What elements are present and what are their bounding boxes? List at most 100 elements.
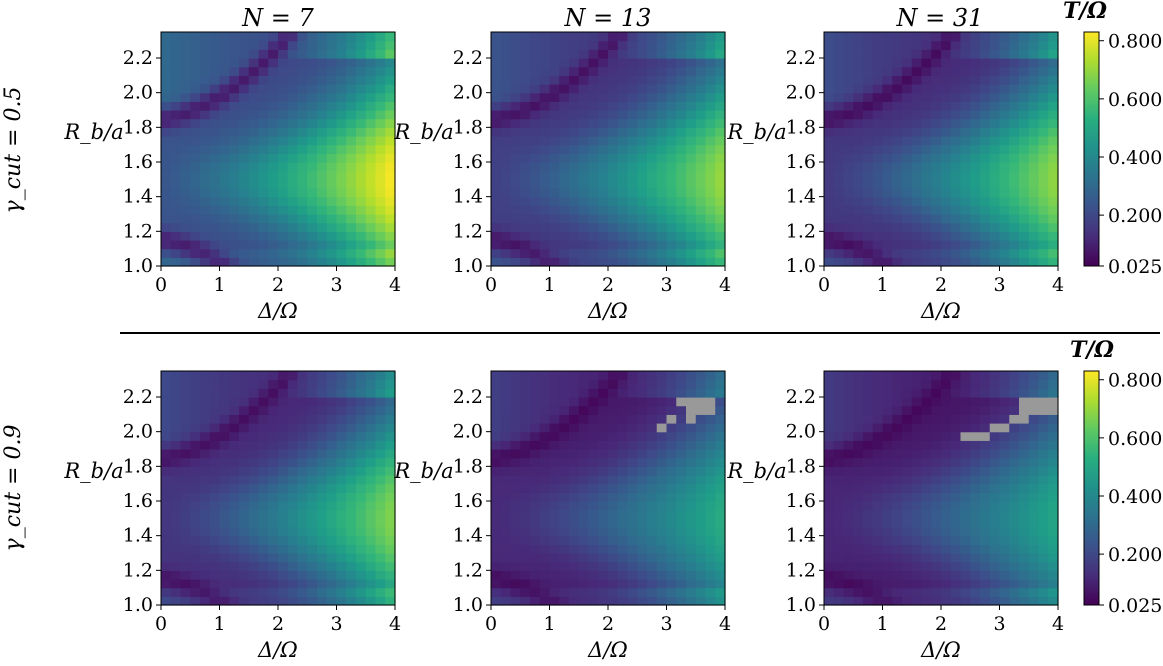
heatmap-cell	[326, 423, 338, 433]
heatmap-cell	[229, 196, 240, 206]
heatmap-cell	[1028, 75, 1040, 85]
heatmap-cell	[598, 257, 609, 267]
heatmap-cell	[598, 509, 609, 519]
heatmap-cell	[705, 379, 716, 389]
heatmap-cell	[970, 32, 981, 42]
heatmap-cell	[161, 414, 172, 424]
heatmap-cell	[200, 84, 211, 94]
heatmap-cell	[941, 466, 952, 476]
heatmap-cell	[229, 222, 240, 232]
heatmap-cell	[520, 492, 531, 502]
heatmap-cell	[510, 501, 521, 511]
heatmap-cell	[970, 222, 981, 232]
heatmap-cell	[892, 388, 903, 398]
heatmap-cell	[336, 570, 347, 580]
heatmap-cell	[356, 58, 367, 68]
heatmap-cell	[647, 397, 658, 407]
heatmap-cell	[500, 388, 512, 398]
heatmap-cell	[385, 92, 396, 102]
heatmap-cell	[863, 440, 874, 450]
heatmap-cell	[297, 466, 308, 476]
heatmap-cell	[209, 405, 221, 415]
heatmap-cell	[1009, 84, 1020, 94]
heatmap-cell	[637, 32, 648, 42]
heatmap-cell	[510, 587, 521, 597]
heatmap-cell	[268, 405, 279, 415]
heatmap-cell	[365, 205, 377, 215]
heatmap-cell	[608, 231, 619, 241]
heatmap-cell	[307, 544, 318, 554]
heatmap-cell	[510, 84, 521, 94]
heatmap-cell	[676, 136, 687, 146]
heatmap-cell	[500, 431, 512, 441]
heatmap-cell	[268, 179, 279, 189]
heatmap-cell	[999, 214, 1010, 224]
heatmap-cell	[170, 205, 182, 215]
heatmap-cell	[1009, 49, 1020, 59]
heatmap-cell	[647, 423, 658, 433]
heatmap-cell	[1038, 397, 1049, 407]
heatmap-cell	[268, 371, 279, 381]
heatmap-cell	[617, 84, 629, 94]
heatmap-cell	[180, 118, 191, 128]
heatmap-cell	[200, 379, 211, 389]
heatmap-cell	[892, 492, 903, 502]
heatmap-cell	[190, 449, 201, 459]
heatmap-cell	[647, 101, 658, 111]
heatmap-cell	[170, 561, 182, 571]
heatmap-cell	[180, 423, 191, 433]
heatmap-cell	[686, 118, 697, 128]
heatmap-cell	[892, 127, 903, 137]
heatmap-cell	[647, 483, 658, 493]
heatmap-cell	[970, 449, 981, 459]
heatmap-cell	[365, 66, 377, 76]
heatmap-cell	[1048, 579, 1059, 589]
heatmap-cell	[647, 501, 658, 511]
heatmap-cell	[824, 248, 835, 258]
heatmap-cell	[970, 257, 981, 267]
heatmap-cell	[278, 32, 289, 42]
heatmap-cell	[346, 501, 357, 511]
heatmap-cell	[647, 205, 658, 215]
heatmap-cell	[549, 205, 560, 215]
heatmap-cell	[824, 518, 835, 528]
heatmap-cell	[170, 544, 182, 554]
heatmap-cell	[500, 501, 512, 511]
heatmap-cell	[999, 449, 1010, 459]
heatmap-cell	[559, 535, 570, 545]
heatmap-cell	[843, 32, 854, 42]
colorbar-tick-label: 0.200	[1108, 205, 1162, 227]
heatmap-cell	[297, 179, 308, 189]
heatmap-cell	[287, 579, 299, 589]
heatmap-cell	[656, 405, 668, 415]
heatmap-cell	[608, 257, 619, 267]
heatmap-cell	[705, 110, 716, 120]
heatmap-cell	[627, 544, 638, 554]
heatmap-cell	[229, 596, 240, 606]
heatmap-cell	[297, 527, 308, 537]
heatmap-cell	[882, 144, 893, 154]
heatmap-cell	[209, 188, 221, 198]
heatmap-cell	[500, 561, 512, 571]
heatmap-cell	[365, 92, 377, 102]
heatmap-cell	[676, 196, 687, 206]
heatmap-cell	[346, 75, 357, 85]
heatmap-cell	[902, 101, 913, 111]
heatmap-cell	[307, 118, 318, 128]
heatmap-cell	[872, 170, 884, 180]
heatmap-cell	[161, 518, 172, 528]
heatmap-cell	[882, 440, 893, 450]
heatmap-cell	[970, 553, 981, 563]
heatmap-cell	[627, 75, 638, 85]
heatmap-cell	[902, 475, 913, 485]
heatmap-cell	[229, 509, 240, 519]
heatmap-cell	[980, 423, 991, 433]
heatmap-cell	[892, 118, 903, 128]
heatmap-cell	[317, 466, 328, 476]
heatmap-cell	[872, 466, 884, 476]
heatmap-cell	[588, 466, 599, 476]
heatmap-cell	[326, 527, 338, 537]
heatmap-cell	[200, 153, 211, 163]
heatmap-cell	[510, 518, 521, 528]
heatmap-cell	[1038, 127, 1049, 137]
